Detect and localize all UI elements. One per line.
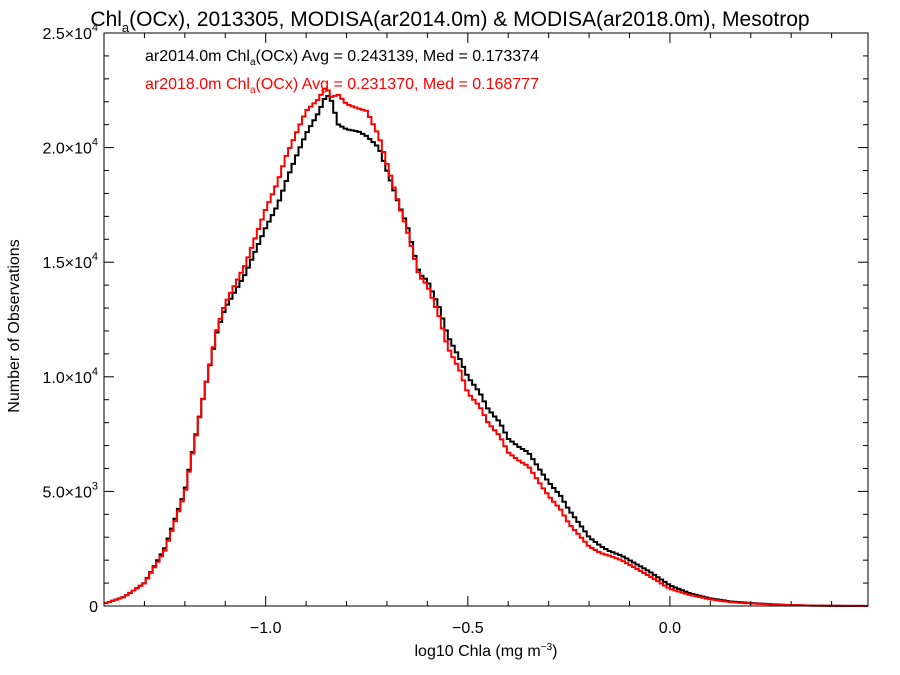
series-line-2	[104, 87, 868, 607]
legend-entry-2-subscript: a	[250, 85, 256, 96]
y-tick-label-mantissa: 2.5×10	[42, 26, 91, 43]
legend-entry-1-subscript: a	[250, 57, 256, 68]
x-axis-label: log10 Chla (mg m−3)	[414, 642, 557, 660]
y-tick-label: 0	[89, 599, 98, 616]
legend-entry-1-part-2: (OCx) Avg = 0.243139, Med = 0.173374	[256, 48, 540, 65]
y-tick-label-mantissa: 1.5×10	[42, 255, 91, 272]
x-tick-label: 0.0	[659, 620, 681, 637]
plot-frame	[103, 32, 869, 607]
y-tick-label-mantissa: 5.0×10	[42, 484, 91, 501]
y-tick-label-exponent: 4	[92, 137, 98, 149]
legend-entry-1-part-1: ar2014.0m Chl	[145, 48, 250, 65]
x-tick-label: −0.5	[452, 620, 484, 637]
legend-entry-1: ar2014.0m Chla(OCx) Avg = 0.243139, Med …	[145, 48, 539, 68]
series-line-1	[104, 94, 868, 607]
y-tick-label-exponent: 4	[92, 366, 98, 378]
y-tick-label: 1.0×104	[42, 366, 98, 387]
legend-entry-2-part-2: (OCx) Avg = 0.231370, Med = 0.168777	[256, 76, 540, 93]
legend-entry-2-part-1: ar2018.0m Chl	[145, 76, 250, 93]
x-axis-label-part-1: log10 Chla (mg m	[414, 643, 540, 660]
chart-title: Chla(OCx), 2013305, MODISA(ar2014.0m) & …	[90, 8, 809, 35]
y-tick-label: 2.5×104	[42, 22, 98, 43]
y-tick-label-exponent: 3	[92, 480, 98, 492]
y-tick-label: 2.0×104	[42, 137, 98, 158]
x-tick-label: −1.0	[250, 620, 282, 637]
chart-title-part-2: (OCx), 2013305, MODISA(ar2014.0m) & MODI…	[129, 8, 809, 31]
chart-title-subscript: a	[122, 20, 130, 35]
y-tick-label-mantissa: 1.0×10	[42, 370, 91, 387]
y-tick-label-exponent: 4	[92, 251, 98, 263]
y-axis-label: Number of Observations	[6, 239, 23, 412]
chart-title-part-1: Chl	[90, 8, 122, 31]
y-tick-label-exponent: 4	[92, 22, 98, 34]
y-tick-label: 1.5×104	[42, 251, 98, 272]
legend-entry-2: ar2018.0m Chla(OCx) Avg = 0.231370, Med …	[145, 76, 539, 96]
plot-area: −1.0 −0.5 0.005.0×1031.0×1041.5×1042.0×104…	[42, 22, 869, 637]
x-axis-label-part-2: )	[552, 643, 557, 660]
y-tick-label-mantissa: 2.0×10	[42, 141, 91, 158]
y-tick-label: 5.0×103	[42, 480, 98, 501]
x-axis-label-superscript: −3	[541, 642, 553, 653]
y-tick-label-mantissa: 0	[89, 599, 98, 616]
